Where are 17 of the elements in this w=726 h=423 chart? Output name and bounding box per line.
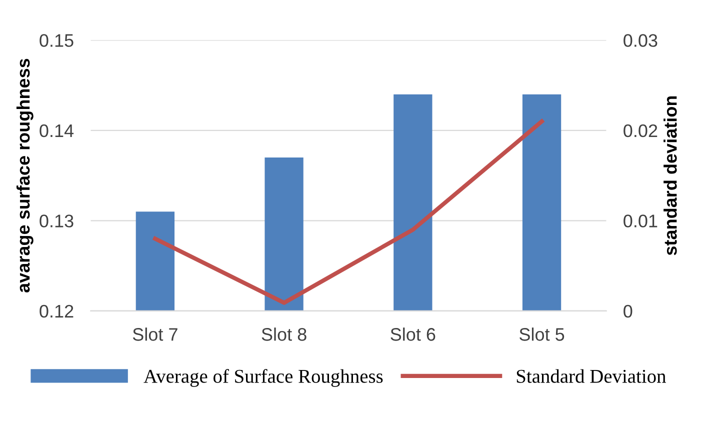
x-tick-label: Slot 7 [132,328,178,341]
y2-tick-label: 0 [624,304,632,318]
y-tick-label: 0.12 [40,304,74,318]
y2-tick-label: 0.03 [624,34,658,47]
y2-tick-label: 0.01 [624,214,658,228]
x-tick-label: Slot 8 [262,328,306,341]
x-tick-label: Slot 6 [390,328,436,341]
x-tick-label: Slot 5 [520,328,564,341]
y-tick-label: 0.14 [40,124,74,138]
y-tick-label: 0.13 [40,214,74,228]
y-axis-title: avarage surface roughness [16,58,34,292]
legend-label: Average of Surface Roughness [144,369,383,387]
y2-axis-title: standard deviation [664,96,677,256]
y2-tick-label: 0.02 [624,124,658,138]
line-series [153,119,544,305]
y-tick-label: 0.15 [40,34,74,47]
legend-label: Standard Deviation [516,369,666,383]
